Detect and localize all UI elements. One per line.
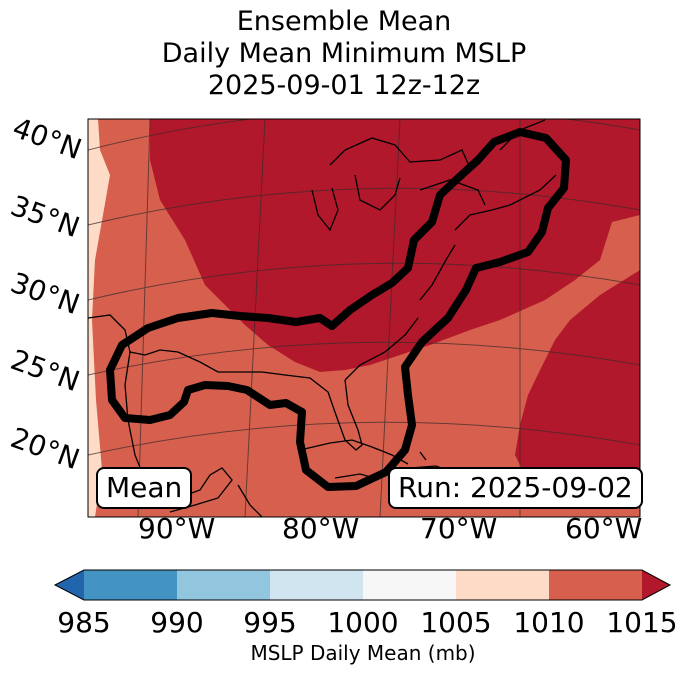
colorbar-extend-under: [55, 570, 84, 600]
colorbar-segment-985: [84, 570, 178, 600]
title-line-1: Ensemble Mean: [236, 6, 452, 37]
mean-label-box: Mean: [96, 467, 193, 509]
colorbar-segment-1000: [363, 570, 457, 600]
colorbar-tick-995: 995: [243, 606, 297, 639]
colorbar-tick-985: 985: [57, 606, 111, 639]
colorbar-outline: [53, 569, 672, 601]
ensemble-contour: [106, 128, 570, 491]
map-frame: [87, 118, 641, 518]
colorbar-segment-1005: [456, 570, 550, 600]
pressure-field-1015-north: [150, 119, 640, 372]
pressure-field-1005: [88, 119, 110, 517]
run-date-box: Run: 2025-09-02: [388, 467, 643, 509]
colorbar-segment-995: [270, 570, 364, 600]
colorbar-segment-1010: [549, 570, 643, 600]
map-panel: [87, 118, 641, 518]
colorbar-segment-990: [177, 570, 271, 600]
colorbar-tick-1000: 1000: [327, 606, 399, 639]
colorbar-extend-over: [642, 570, 670, 600]
colorbar-tick-1015: 1015: [606, 606, 678, 639]
lon-label-70w: 70°W: [420, 512, 498, 545]
title-line-2: Daily Mean Minimum MSLP: [161, 38, 527, 69]
lon-label-60w: 60°W: [565, 512, 643, 545]
colorbar-tick-1005: 1005: [420, 606, 492, 639]
colorbar-tick-1010: 1010: [513, 606, 585, 639]
lon-label-90w: 90°W: [138, 512, 216, 545]
pressure-field-1015-east: [515, 270, 640, 505]
colorbar-tick-990: 990: [150, 606, 204, 639]
title-line-3: 2025-09-01 12z-12z: [207, 70, 481, 101]
colorbar-label: MSLP Daily Mean (mb): [250, 641, 476, 665]
lon-label-80w: 80°W: [282, 512, 360, 545]
